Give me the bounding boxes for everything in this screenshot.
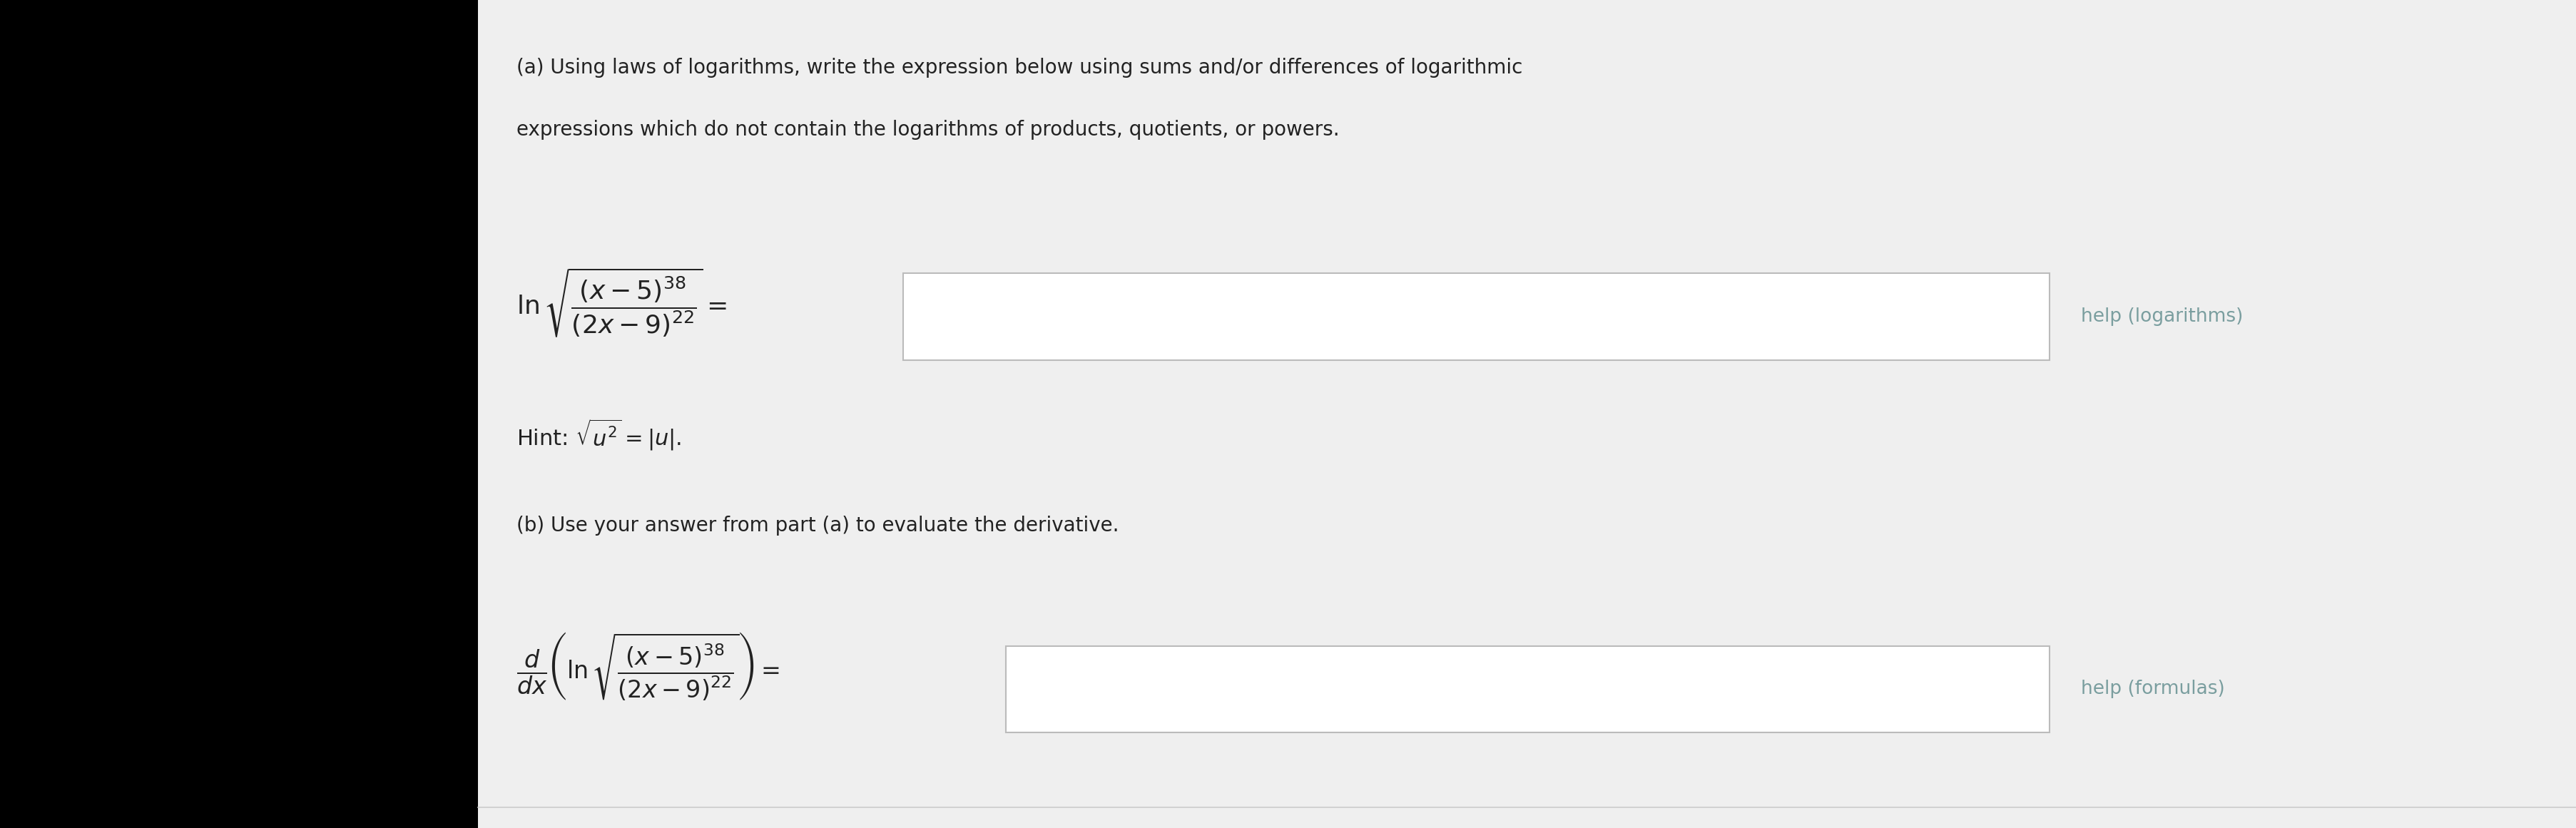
- Text: Hint: $\sqrt{u^2} = |u|.$: Hint: $\sqrt{u^2} = |u|.$: [515, 417, 683, 452]
- Text: (a) Using laws of logarithms, write the expression below using sums and/or diffe: (a) Using laws of logarithms, write the …: [515, 58, 1522, 78]
- Text: (b) Use your answer from part (a) to evaluate the derivative.: (b) Use your answer from part (a) to eva…: [515, 516, 1118, 536]
- Text: $\dfrac{d}{dx}\left(\ln\sqrt{\dfrac{(x-5)^{38}}{(2x-9)^{22}}}\right) =$: $\dfrac{d}{dx}\left(\ln\sqrt{\dfrac{(x-5…: [515, 631, 778, 702]
- Bar: [479, 0, 2576, 828]
- Bar: [1005, 646, 2050, 733]
- Text: help (logarithms): help (logarithms): [2081, 307, 2241, 325]
- Text: expressions which do not contain the logarithms of products, quotients, or power: expressions which do not contain the log…: [515, 120, 1340, 140]
- Text: help (formulas): help (formulas): [2081, 680, 2223, 698]
- Text: $\ln \sqrt{\dfrac{(x-5)^{38}}{(2x-9)^{22}}} =$: $\ln \sqrt{\dfrac{(x-5)^{38}}{(2x-9)^{22…: [515, 266, 726, 339]
- Bar: [904, 273, 2050, 360]
